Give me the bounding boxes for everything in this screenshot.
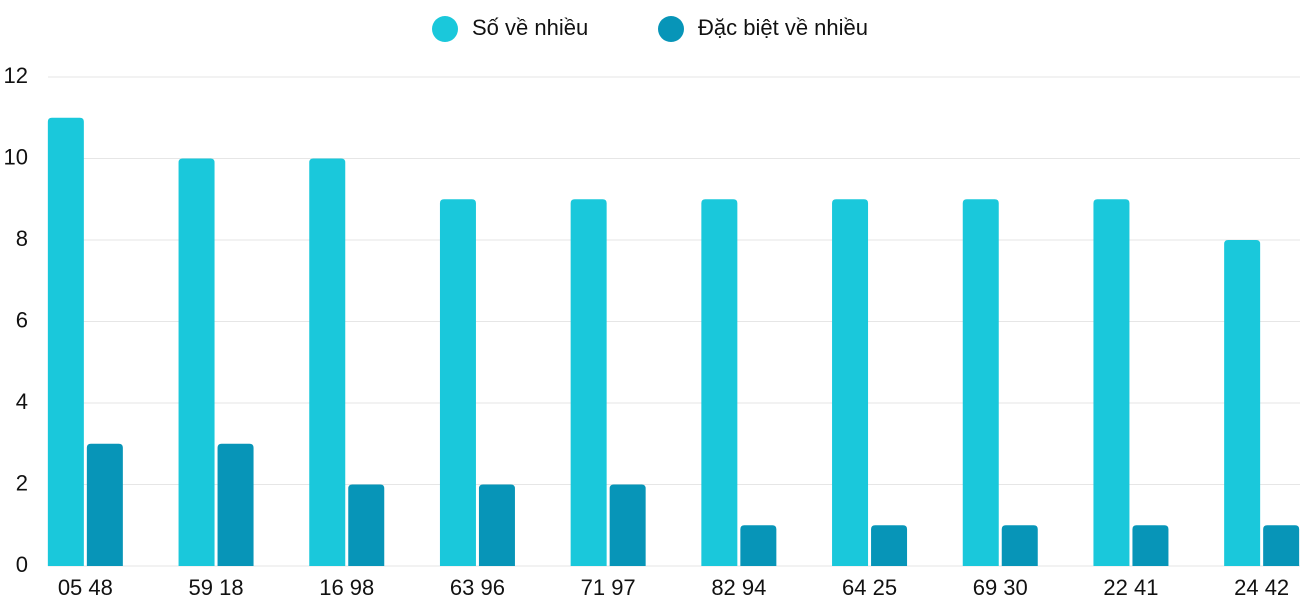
bar <box>701 199 738 566</box>
y-tick-label: 0 <box>16 552 28 577</box>
x-tick-label: 59 18 <box>189 575 244 600</box>
bar <box>740 525 777 566</box>
bar <box>1001 525 1038 566</box>
x-tick-label: 71 97 <box>581 575 636 600</box>
bar <box>47 117 84 566</box>
bar <box>178 158 215 566</box>
bar <box>217 443 254 566</box>
x-tick-label: 16 98 <box>319 575 374 600</box>
y-tick-label: 8 <box>16 226 28 251</box>
bar <box>86 443 123 566</box>
legend-label: Số về nhiều <box>472 15 588 40</box>
x-tick-label: 69 30 <box>973 575 1028 600</box>
bar <box>1224 240 1261 566</box>
y-tick-label: 6 <box>16 307 28 332</box>
x-tick-label: 22 41 <box>1103 575 1158 600</box>
y-tick-label: 10 <box>4 144 28 169</box>
x-tick-label: 64 25 <box>842 575 897 600</box>
bar <box>309 158 346 566</box>
bar <box>478 484 515 566</box>
legend-swatch <box>658 16 684 42</box>
legend-swatch <box>432 16 458 42</box>
bar <box>570 199 607 566</box>
bar <box>439 199 476 566</box>
bar <box>609 484 646 566</box>
x-tick-label: 63 96 <box>450 575 505 600</box>
bar <box>1093 199 1130 566</box>
bar <box>1132 525 1169 566</box>
bar <box>962 199 999 566</box>
x-tick-label: 24 42 <box>1234 575 1289 600</box>
legend-label: Đặc biệt về nhiều <box>698 15 868 40</box>
bar <box>832 199 869 566</box>
y-tick-label: 2 <box>16 470 28 495</box>
x-tick-label: 05 48 <box>58 575 113 600</box>
bar <box>871 525 908 566</box>
y-tick-label: 4 <box>16 389 28 414</box>
y-tick-label: 12 <box>4 63 28 88</box>
bar <box>348 484 385 566</box>
bar <box>1263 525 1300 566</box>
x-tick-label: 82 94 <box>711 575 766 600</box>
